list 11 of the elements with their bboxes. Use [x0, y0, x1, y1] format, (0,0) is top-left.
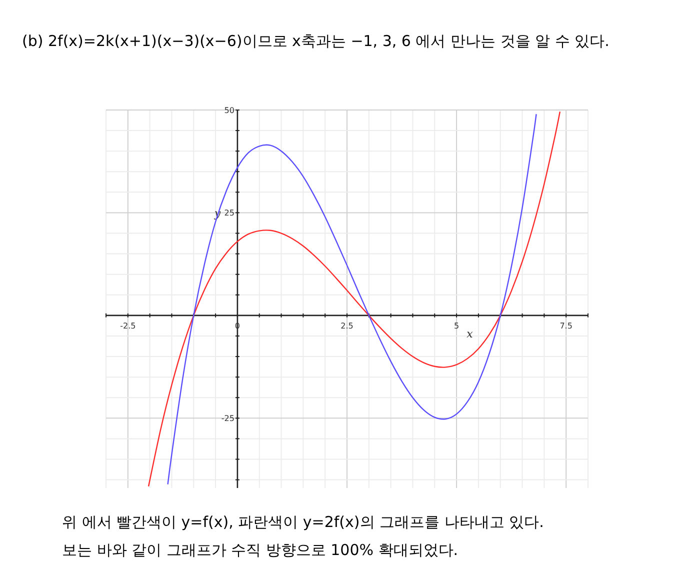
text: 보는 바와 같이 그래프가 수직 방향으로 100% 확대되었다.	[62, 541, 458, 560]
y-tick-label: 25	[224, 208, 234, 218]
y-tick-label: 50	[224, 106, 234, 115]
x-tick-label: 2.5	[340, 321, 354, 330]
x-axis-title: x	[466, 327, 474, 340]
text: -2.5	[120, 321, 136, 330]
chart-title: (b) 2f(x)=2k(x+1)(x−3)(x−6)이므로 x축과는 −1, 3, 6 에서 만나는 것을 알 수 있다.	[22, 31, 610, 52]
x-tick-label: 7.5	[560, 321, 572, 330]
y-tick-label: -25	[221, 414, 234, 424]
x-tick-label: 5	[454, 321, 460, 330]
text: 위 에서 빨간색이 y=f(x), 파란색이 y=2f(x)의 그래프를 나타내고 있다.	[62, 513, 544, 532]
